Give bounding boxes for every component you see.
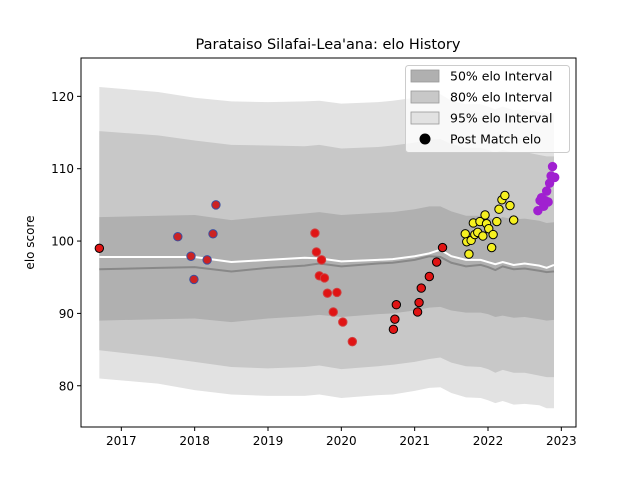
y-tick-label: 110: [51, 162, 74, 176]
legend-marker: [419, 133, 431, 145]
post-match-elo-point: [550, 172, 560, 183]
x-tick-label: 2017: [106, 434, 137, 448]
post-match-elo-point: [478, 231, 488, 241]
post-match-elo-point: [431, 257, 442, 267]
post-match-elo-point: [328, 307, 338, 317]
post-match-elo-point: [319, 273, 330, 283]
post-match-elo-point: [494, 204, 504, 214]
chart-title: Parataiso Silafai-Lea'ana: elo History: [196, 37, 461, 53]
post-match-elo-point: [505, 200, 515, 211]
post-match-elo-point: [388, 324, 399, 335]
post-match-elo-point: [416, 283, 426, 293]
post-match-elo-point: [322, 288, 333, 298]
post-match-elo-point: [202, 255, 212, 265]
post-match-elo-point: [94, 243, 105, 253]
post-match-elo-point: [492, 216, 502, 227]
legend-label: 80% elo Interval: [450, 90, 552, 105]
x-tick-label: 2019: [253, 434, 284, 448]
x-tick-label: 2023: [546, 434, 577, 448]
x-tick-label: 2022: [473, 434, 504, 448]
x-tick-label: 2018: [179, 434, 210, 448]
post-match-elo-point: [189, 274, 199, 285]
median-elo-line: [99, 255, 555, 274]
post-match-elo-point: [412, 307, 423, 317]
post-match-elo-point: [186, 251, 196, 261]
legend-box: [405, 65, 570, 153]
post-match-elo-point: [508, 215, 519, 225]
y-tick-label: 100: [51, 235, 74, 249]
post-match-elo-point: [390, 314, 400, 324]
post-match-elo-point: [310, 228, 320, 238]
legend-swatch: [410, 111, 440, 125]
post-match-elo-point: [173, 232, 183, 242]
post-match-elo-point: [437, 242, 448, 253]
post-match-elo-point: [391, 300, 402, 310]
post-match-elo-point: [208, 229, 218, 239]
x-tick-label: 2020: [326, 434, 357, 448]
post-match-elo-point: [543, 197, 553, 207]
legend-label: 95% elo Interval: [450, 111, 552, 126]
legend-label: Post Match elo: [450, 132, 541, 147]
post-match-elo-point: [541, 186, 552, 196]
plot-area-frame: [80, 57, 577, 428]
post-match-elo-point: [211, 200, 221, 210]
y-axis-label: elo score: [23, 215, 37, 269]
post-match-elo-point: [311, 247, 322, 257]
legend-swatch: [410, 69, 440, 83]
post-match-elo-point: [500, 190, 510, 201]
post-match-elo-point: [424, 271, 435, 282]
y-tick-label: 80: [59, 379, 74, 393]
legend-label: 50% elo Interval: [450, 69, 552, 84]
y-tick-label: 120: [51, 90, 74, 104]
post-match-elo-point: [316, 255, 327, 265]
post-match-elo-point: [332, 287, 342, 298]
legend-swatch: [410, 90, 440, 104]
post-match-elo-point: [547, 161, 558, 172]
post-match-elo-point: [480, 210, 490, 220]
post-match-elo-point: [414, 297, 424, 308]
x-tick-label: 2021: [399, 434, 430, 448]
post-match-elo-point: [486, 242, 497, 253]
y-tick-label: 90: [59, 307, 74, 321]
post-match-elo-point: [347, 336, 358, 347]
post-match-elo-point: [464, 249, 474, 259]
mean-elo-line: [99, 248, 555, 269]
post-match-elo-point: [338, 317, 348, 327]
post-match-elo-point: [488, 229, 498, 240]
